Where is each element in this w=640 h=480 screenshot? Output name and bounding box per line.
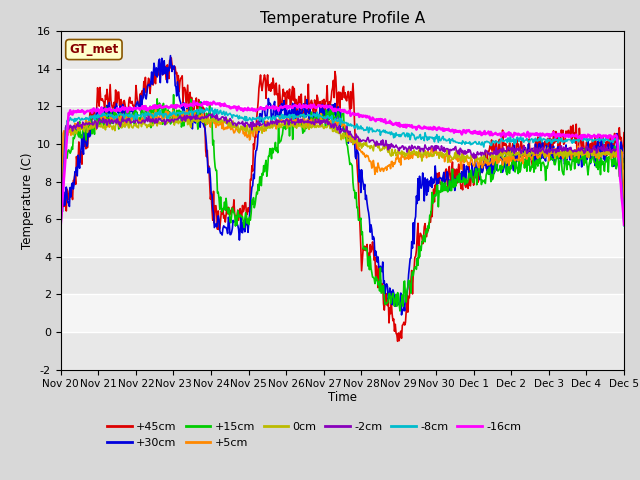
+15cm <box>429 200 436 206</box>
-16cm <box>412 124 419 130</box>
+15cm <box>413 266 420 272</box>
Line: -16cm: -16cm <box>61 101 624 225</box>
-8cm <box>125 112 132 118</box>
-8cm <box>428 134 436 140</box>
Bar <box>61 257 624 294</box>
0cm <box>125 125 132 131</box>
Line: +30cm: +30cm <box>61 56 624 315</box>
+30cm <box>57 210 65 216</box>
Line: +45cm: +45cm <box>61 58 624 341</box>
Line: -2cm: -2cm <box>61 114 624 229</box>
+30cm <box>125 113 132 119</box>
+15cm <box>67 148 75 154</box>
-8cm <box>67 116 75 121</box>
0cm <box>57 226 65 231</box>
+30cm <box>413 193 420 199</box>
+30cm <box>183 106 191 111</box>
+30cm <box>397 312 405 318</box>
-16cm <box>67 111 75 117</box>
+15cm <box>125 105 132 111</box>
-2cm <box>412 145 419 151</box>
0cm <box>412 152 419 157</box>
0cm <box>183 115 191 121</box>
Bar <box>61 144 624 181</box>
Bar <box>61 31 624 69</box>
0cm <box>173 114 181 120</box>
+30cm <box>620 156 628 162</box>
-8cm <box>412 137 419 143</box>
+30cm <box>166 53 174 59</box>
-16cm <box>125 106 132 112</box>
+15cm <box>213 168 221 173</box>
Bar <box>61 181 624 219</box>
-2cm <box>67 125 75 131</box>
Line: 0cm: 0cm <box>61 117 624 228</box>
0cm <box>620 220 628 226</box>
+5cm <box>67 132 75 138</box>
-16cm <box>190 98 198 104</box>
+5cm <box>57 228 65 233</box>
Line: +5cm: +5cm <box>61 110 624 230</box>
+15cm <box>57 184 65 190</box>
+45cm <box>183 93 191 98</box>
-16cm <box>182 101 190 107</box>
+5cm <box>125 116 132 121</box>
-16cm <box>57 221 65 227</box>
-2cm <box>428 143 436 149</box>
Text: GT_met: GT_met <box>69 43 118 56</box>
+5cm <box>428 145 436 151</box>
-16cm <box>428 126 436 132</box>
+15cm <box>170 92 177 97</box>
+15cm <box>396 308 404 314</box>
+5cm <box>183 107 191 113</box>
+45cm <box>394 338 401 344</box>
-2cm <box>57 226 65 232</box>
Legend: +45cm, +30cm, +15cm, +5cm, 0cm, -2cm, -8cm, -16cm: +45cm, +30cm, +15cm, +5cm, 0cm, -2cm, -8… <box>103 418 525 452</box>
+45cm <box>125 97 132 103</box>
+5cm <box>412 151 419 157</box>
+45cm <box>620 130 628 135</box>
Title: Temperature Profile A: Temperature Profile A <box>260 11 425 26</box>
-8cm <box>182 110 190 116</box>
0cm <box>428 154 436 159</box>
X-axis label: Time: Time <box>328 391 357 404</box>
+15cm <box>183 111 191 117</box>
-2cm <box>189 111 197 117</box>
-8cm <box>203 105 211 111</box>
Bar <box>61 332 624 370</box>
+45cm <box>429 194 436 200</box>
-16cm <box>213 101 221 107</box>
+45cm <box>168 55 175 61</box>
-2cm <box>182 116 190 122</box>
-2cm <box>620 221 628 227</box>
-2cm <box>125 116 132 121</box>
+45cm <box>413 248 420 253</box>
Bar <box>61 107 624 144</box>
-2cm <box>213 111 221 117</box>
+45cm <box>67 192 75 197</box>
0cm <box>67 127 75 132</box>
-8cm <box>620 223 628 229</box>
Bar <box>61 69 624 107</box>
Line: -8cm: -8cm <box>61 108 624 227</box>
+5cm <box>213 120 221 126</box>
+30cm <box>429 176 436 182</box>
-16cm <box>620 222 628 228</box>
Line: +15cm: +15cm <box>61 95 624 311</box>
+30cm <box>213 224 221 230</box>
Y-axis label: Temperature (C): Temperature (C) <box>21 152 34 249</box>
+15cm <box>620 166 628 172</box>
0cm <box>213 120 221 125</box>
+5cm <box>620 211 628 217</box>
+5cm <box>152 107 159 113</box>
Bar <box>61 294 624 332</box>
-8cm <box>213 107 221 113</box>
-8cm <box>57 224 65 230</box>
+45cm <box>57 189 65 194</box>
+45cm <box>213 211 221 216</box>
+30cm <box>67 194 75 200</box>
Bar <box>61 219 624 257</box>
